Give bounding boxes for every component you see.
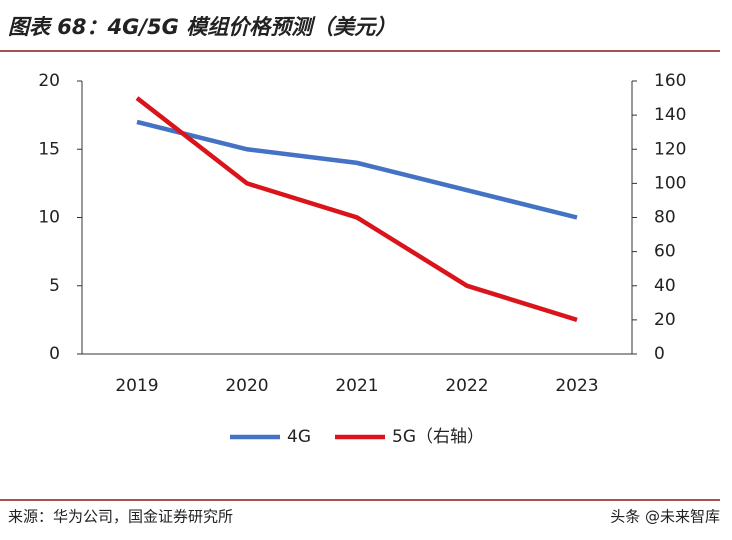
series-line <box>135 96 578 323</box>
source: 来源：华为公司，国金证券研究所 <box>8 508 233 526</box>
y2-tick-label: 40 <box>654 276 676 296</box>
x-tick-label: 2020 <box>225 376 268 396</box>
y2-tick-label: 160 <box>654 71 686 91</box>
y2-tick-label: 60 <box>654 242 676 262</box>
y2-tick-label: 100 <box>654 173 686 193</box>
watermark: 头条 @未来智库 <box>610 508 720 526</box>
chart-title: 图表 68：4G/5G 模组价格预测（美元） <box>8 15 396 39</box>
y2-tick-label: 140 <box>654 105 686 125</box>
y-tick-label: 15 <box>38 139 60 159</box>
legend-label: 4G <box>287 427 311 447</box>
y-tick-label: 5 <box>49 276 60 296</box>
legend-label: 5G（右轴） <box>392 427 484 447</box>
x-tick-label: 2021 <box>335 376 378 396</box>
y-tick-label: 0 <box>49 344 60 364</box>
y-tick-label: 20 <box>38 71 60 91</box>
y2-tick-label: 20 <box>654 310 676 330</box>
x-tick-label: 2022 <box>445 376 488 396</box>
x-tick-label: 2019 <box>115 376 158 396</box>
y2-tick-label: 120 <box>654 139 686 159</box>
y-tick-label: 10 <box>38 208 60 228</box>
y2-tick-label: 80 <box>654 208 676 228</box>
y2-tick-label: 0 <box>654 344 665 364</box>
series-line <box>136 119 578 220</box>
x-tick-label: 2023 <box>555 376 598 396</box>
